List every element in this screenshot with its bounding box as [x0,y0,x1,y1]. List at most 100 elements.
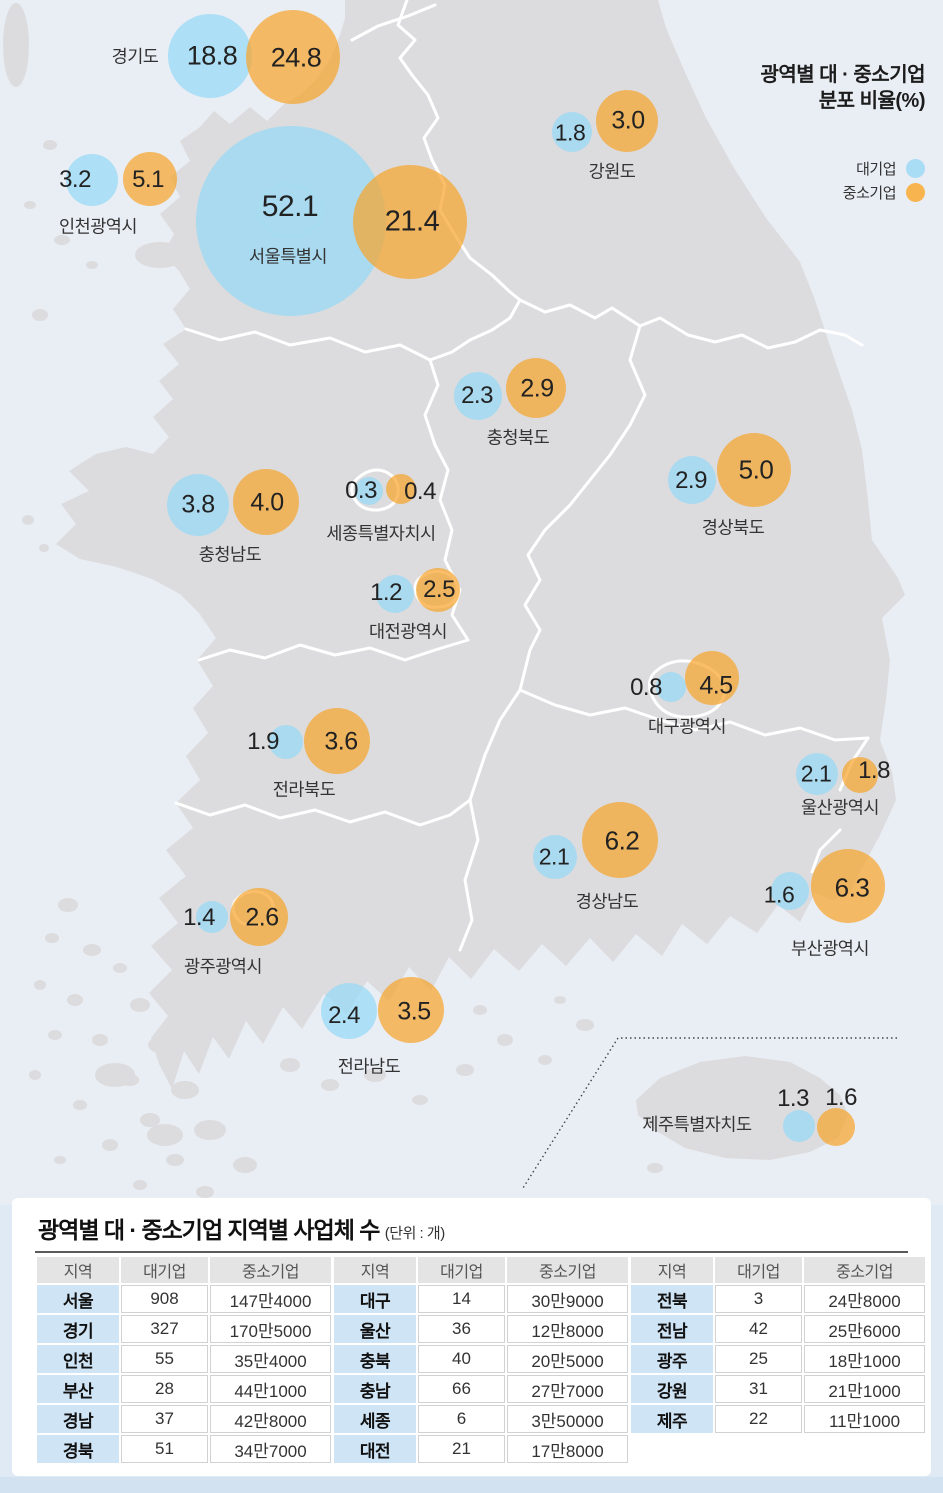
table-row: 충북 40 20만5000 [334,1345,628,1373]
sme-dot-icon [906,182,925,202]
large-bubble [656,672,686,702]
region-cell: 울산 [334,1315,416,1343]
sme-count-cell: 35만4000 [210,1345,331,1373]
sme-bubble [596,90,658,152]
legend-item-sme: 중소기업 [760,180,925,204]
sme-value: 5.1 [132,166,164,193]
table-row: 광주 25 18만1000 [631,1345,925,1373]
sme-count-cell: 25만6000 [804,1315,925,1343]
bottom-strip [0,1477,943,1493]
column-header: 대기업 [121,1257,208,1283]
region-label: 광주광역시 [184,956,263,977]
table-row: 전북 3 24만8000 [631,1285,925,1313]
region-cell: 강원 [631,1375,713,1403]
sme-value: 2.6 [245,903,279,932]
large-value: 1.8 [554,119,586,146]
sme-value: 6.3 [834,872,870,903]
table-row: 대구 14 30만9000 [334,1285,628,1313]
sme-value: 3.0 [611,106,645,135]
sme-value: 4.5 [699,671,733,700]
region-cell: 대구 [334,1285,416,1313]
large-value: 1.6 [763,881,795,908]
large-count-cell: 21 [418,1435,505,1463]
region-cell: 경남 [37,1405,119,1433]
column-header: 중소기업 [507,1257,628,1283]
large-count-cell: 66 [418,1375,505,1403]
large-value: 52.1 [261,190,319,223]
large-value: 0.3 [345,477,377,504]
sme-count-cell: 11만1000 [804,1405,925,1433]
sme-count-cell: 147만4000 [210,1285,331,1313]
large-value: 1.2 [370,579,402,606]
region-cell: 서울 [37,1285,119,1313]
sme-bubble [123,152,177,206]
large-count-cell: 6 [418,1405,505,1433]
large-bubble [533,835,577,879]
sme-value: 1.6 [825,1084,857,1111]
sme-count-cell: 44만1000 [210,1375,331,1403]
large-value: 1.9 [247,728,279,755]
large-bubble [269,725,303,759]
large-count-cell: 28 [121,1375,208,1403]
jeju-island [636,1056,848,1160]
region-cell: 전남 [631,1315,713,1343]
column-header: 중소기업 [210,1257,331,1283]
sme-count-cell: 20만5000 [507,1345,628,1373]
sme-bubble [233,469,299,535]
sme-bubble [506,358,566,418]
region-label: 제주특별자치도 [642,1114,752,1135]
sme-value: 3.5 [397,997,431,1026]
large-bubble [167,474,229,536]
large-bubble [196,901,228,933]
sme-count-cell: 21만1000 [804,1375,925,1403]
large-count-cell: 22 [715,1405,802,1433]
company-count-table: 지역 대기업 중소기업 서울 908 147만4000 경기 327 170만5000 인천 55 3… [35,1255,333,1465]
sme-bubble [717,433,791,507]
region-label: 충청남도 [198,544,262,565]
sme-value: 2.9 [520,374,554,403]
table-row: 울산 36 12만8000 [334,1315,628,1343]
region-label: 울산광역시 [801,797,880,818]
sme-bubble [304,708,370,774]
large-value: 3.2 [59,166,91,193]
table-row: 대전 21 17만8000 [334,1435,628,1463]
sme-value: 21.4 [384,205,440,238]
sme-count-cell: 42만8000 [210,1405,331,1433]
region-cell: 경기 [37,1315,119,1343]
large-value: 2.1 [800,760,832,787]
large-value: 18.8 [186,40,238,71]
large-bubble [454,372,502,420]
sme-value: 5.0 [738,454,774,485]
column-header: 대기업 [418,1257,505,1283]
table-row: 전남 42 25만6000 [631,1315,925,1343]
large-count-cell: 25 [715,1345,802,1373]
region-label: 부산광역시 [791,938,870,959]
sme-count-cell: 18만1000 [804,1345,925,1373]
region-label: 전라남도 [337,1056,401,1077]
sme-count-cell: 170만5000 [210,1315,331,1343]
column-header: 중소기업 [804,1257,925,1283]
table-row: 경북 51 34만7000 [37,1435,331,1463]
large-count-cell: 55 [121,1345,208,1373]
column-header: 지역 [631,1257,713,1283]
region-label: 충청북도 [486,427,550,448]
sme-value: 2.5 [423,576,455,603]
table-row: 경기 327 170만5000 [37,1315,331,1343]
table-row: 서울 908 147만4000 [37,1285,331,1313]
large-count-cell: 327 [121,1315,208,1343]
sme-value: 0.4 [404,478,436,505]
large-bubble [796,753,838,795]
table-title-rule [35,1251,908,1253]
jeju-inset-boundary [522,1037,897,1189]
region-cell: 경북 [37,1435,119,1463]
company-count-table: 지역 대기업 중소기업 대구 14 30만9000 울산 36 12만8000 충북 40 20만50… [332,1255,630,1465]
islands [3,3,663,1198]
region-cell: 광주 [631,1345,713,1373]
region-label: 경상북도 [701,517,765,538]
legend-item-large: 대기업 [760,156,925,180]
large-value: 3.8 [181,490,215,519]
region-label: 대구광역시 [648,716,727,737]
column-header: 지역 [37,1257,119,1283]
sme-count-cell: 24만8000 [804,1285,925,1313]
map-legend: 광역별 대 · 중소기업 분포 비율(%) 대기업 중소기업 [760,62,925,204]
